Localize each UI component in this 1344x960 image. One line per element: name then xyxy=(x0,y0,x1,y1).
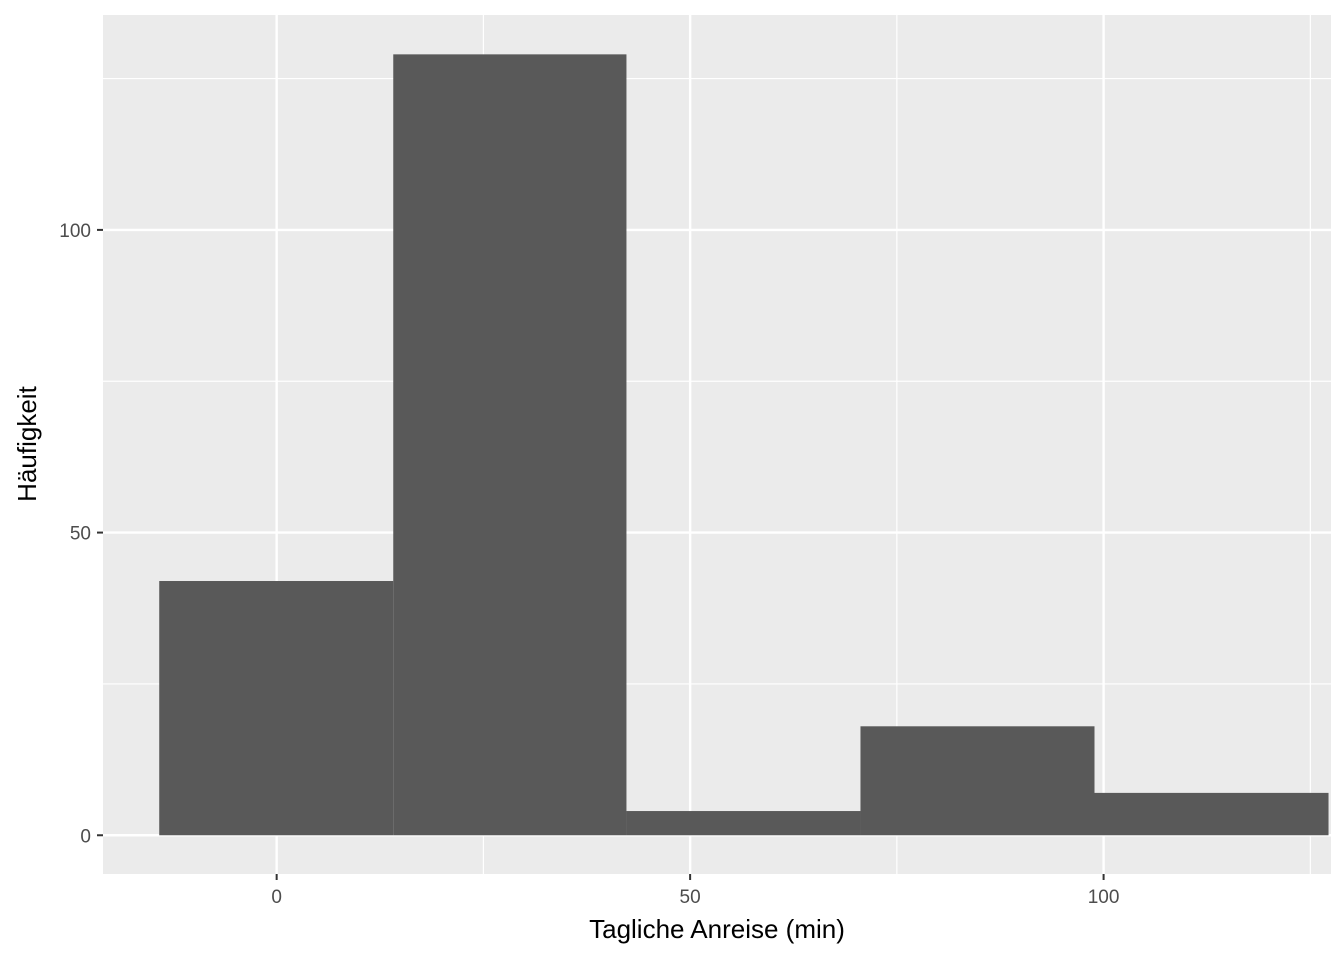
y-axis-title: Häufigkeit xyxy=(12,385,42,501)
x-axis-title: Tagliche Anreise (min) xyxy=(589,914,845,944)
histogram-bar xyxy=(860,726,1095,836)
x-tick-label: 50 xyxy=(680,887,701,908)
histogram-bar xyxy=(626,811,861,836)
y-axis: 0 50 100 xyxy=(59,221,103,847)
histogram-bars xyxy=(159,54,1329,836)
histogram-bar xyxy=(393,54,627,836)
histogram-bar xyxy=(1094,792,1329,836)
y-tick-label: 100 xyxy=(59,221,91,242)
histogram-bar xyxy=(159,581,394,836)
x-tick-label: 100 xyxy=(1088,887,1120,908)
x-axis: 0 50 100 xyxy=(271,874,1119,908)
y-tick-label: 50 xyxy=(70,524,91,545)
y-tick-label: 0 xyxy=(80,826,91,847)
x-tick-label: 0 xyxy=(271,887,282,908)
